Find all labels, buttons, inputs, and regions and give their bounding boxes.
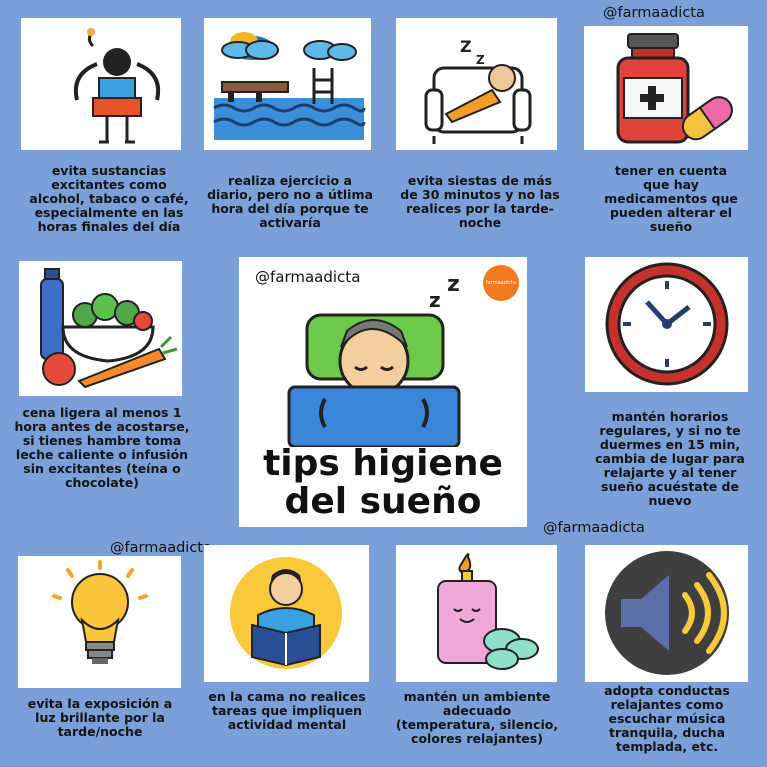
main-title: tips higiene del sueño: [239, 445, 527, 521]
candle-icon: [396, 545, 557, 682]
nap-armchair-icon: Z Z: [396, 18, 557, 150]
light-bulb-icon: [18, 556, 181, 688]
tip-caption-6: mantén horarios regulares, y si no te du…: [595, 409, 745, 508]
medicine-bottle-icon: [584, 26, 748, 150]
stressed-person-icon: [21, 18, 181, 150]
main-title-line1: tips higiene: [263, 443, 503, 484]
swimming-pool-icon: [204, 18, 371, 150]
center-panel: @farmaadicta farmaadicta z z tips higien…: [239, 257, 527, 527]
tip-caption-5: cena ligera al menos 1 hora antes de aco…: [14, 405, 190, 490]
tip-caption-10: adopta conductas relajantes como escucha…: [604, 683, 730, 754]
svg-text:z: z: [447, 272, 460, 297]
sleeping-person-icon: z z: [287, 272, 461, 447]
handle-middle-right: @farmaadicta: [543, 520, 645, 536]
main-title-line2: del sueño: [284, 481, 482, 522]
brand-logo-icon: farmaadicta: [483, 265, 519, 301]
tip-caption-8: en la cama no realices tareas que impliq…: [208, 689, 366, 732]
tip-caption-3: evita siestas de más de 30 minutos y no …: [400, 173, 560, 230]
tip-caption-7: evita la exposición a luz brillante por …: [27, 696, 173, 739]
svg-text:Z: Z: [476, 53, 485, 67]
handle-top-right: @farmaadicta: [603, 5, 705, 21]
light-dinner-icon: [19, 261, 182, 396]
tip-caption-9: mantén un ambiente adecuado (temperatura…: [395, 689, 559, 746]
speaker-icon: [585, 545, 748, 682]
handle-bottom-left: @farmaadicta: [110, 540, 212, 556]
tip-caption-2: realiza ejercicio a diario, pero no a út…: [207, 173, 373, 230]
svg-text:Z: Z: [460, 37, 472, 56]
tip-caption-1: evita sustancias excitantes como alcohol…: [29, 163, 189, 234]
handle-center: @farmaadicta: [255, 268, 361, 286]
clock-icon: [585, 257, 748, 392]
reading-person-icon: [204, 545, 369, 682]
tip-caption-4: tener en cuenta que hay medicamentos que…: [604, 163, 738, 234]
svg-text:z: z: [429, 288, 441, 312]
